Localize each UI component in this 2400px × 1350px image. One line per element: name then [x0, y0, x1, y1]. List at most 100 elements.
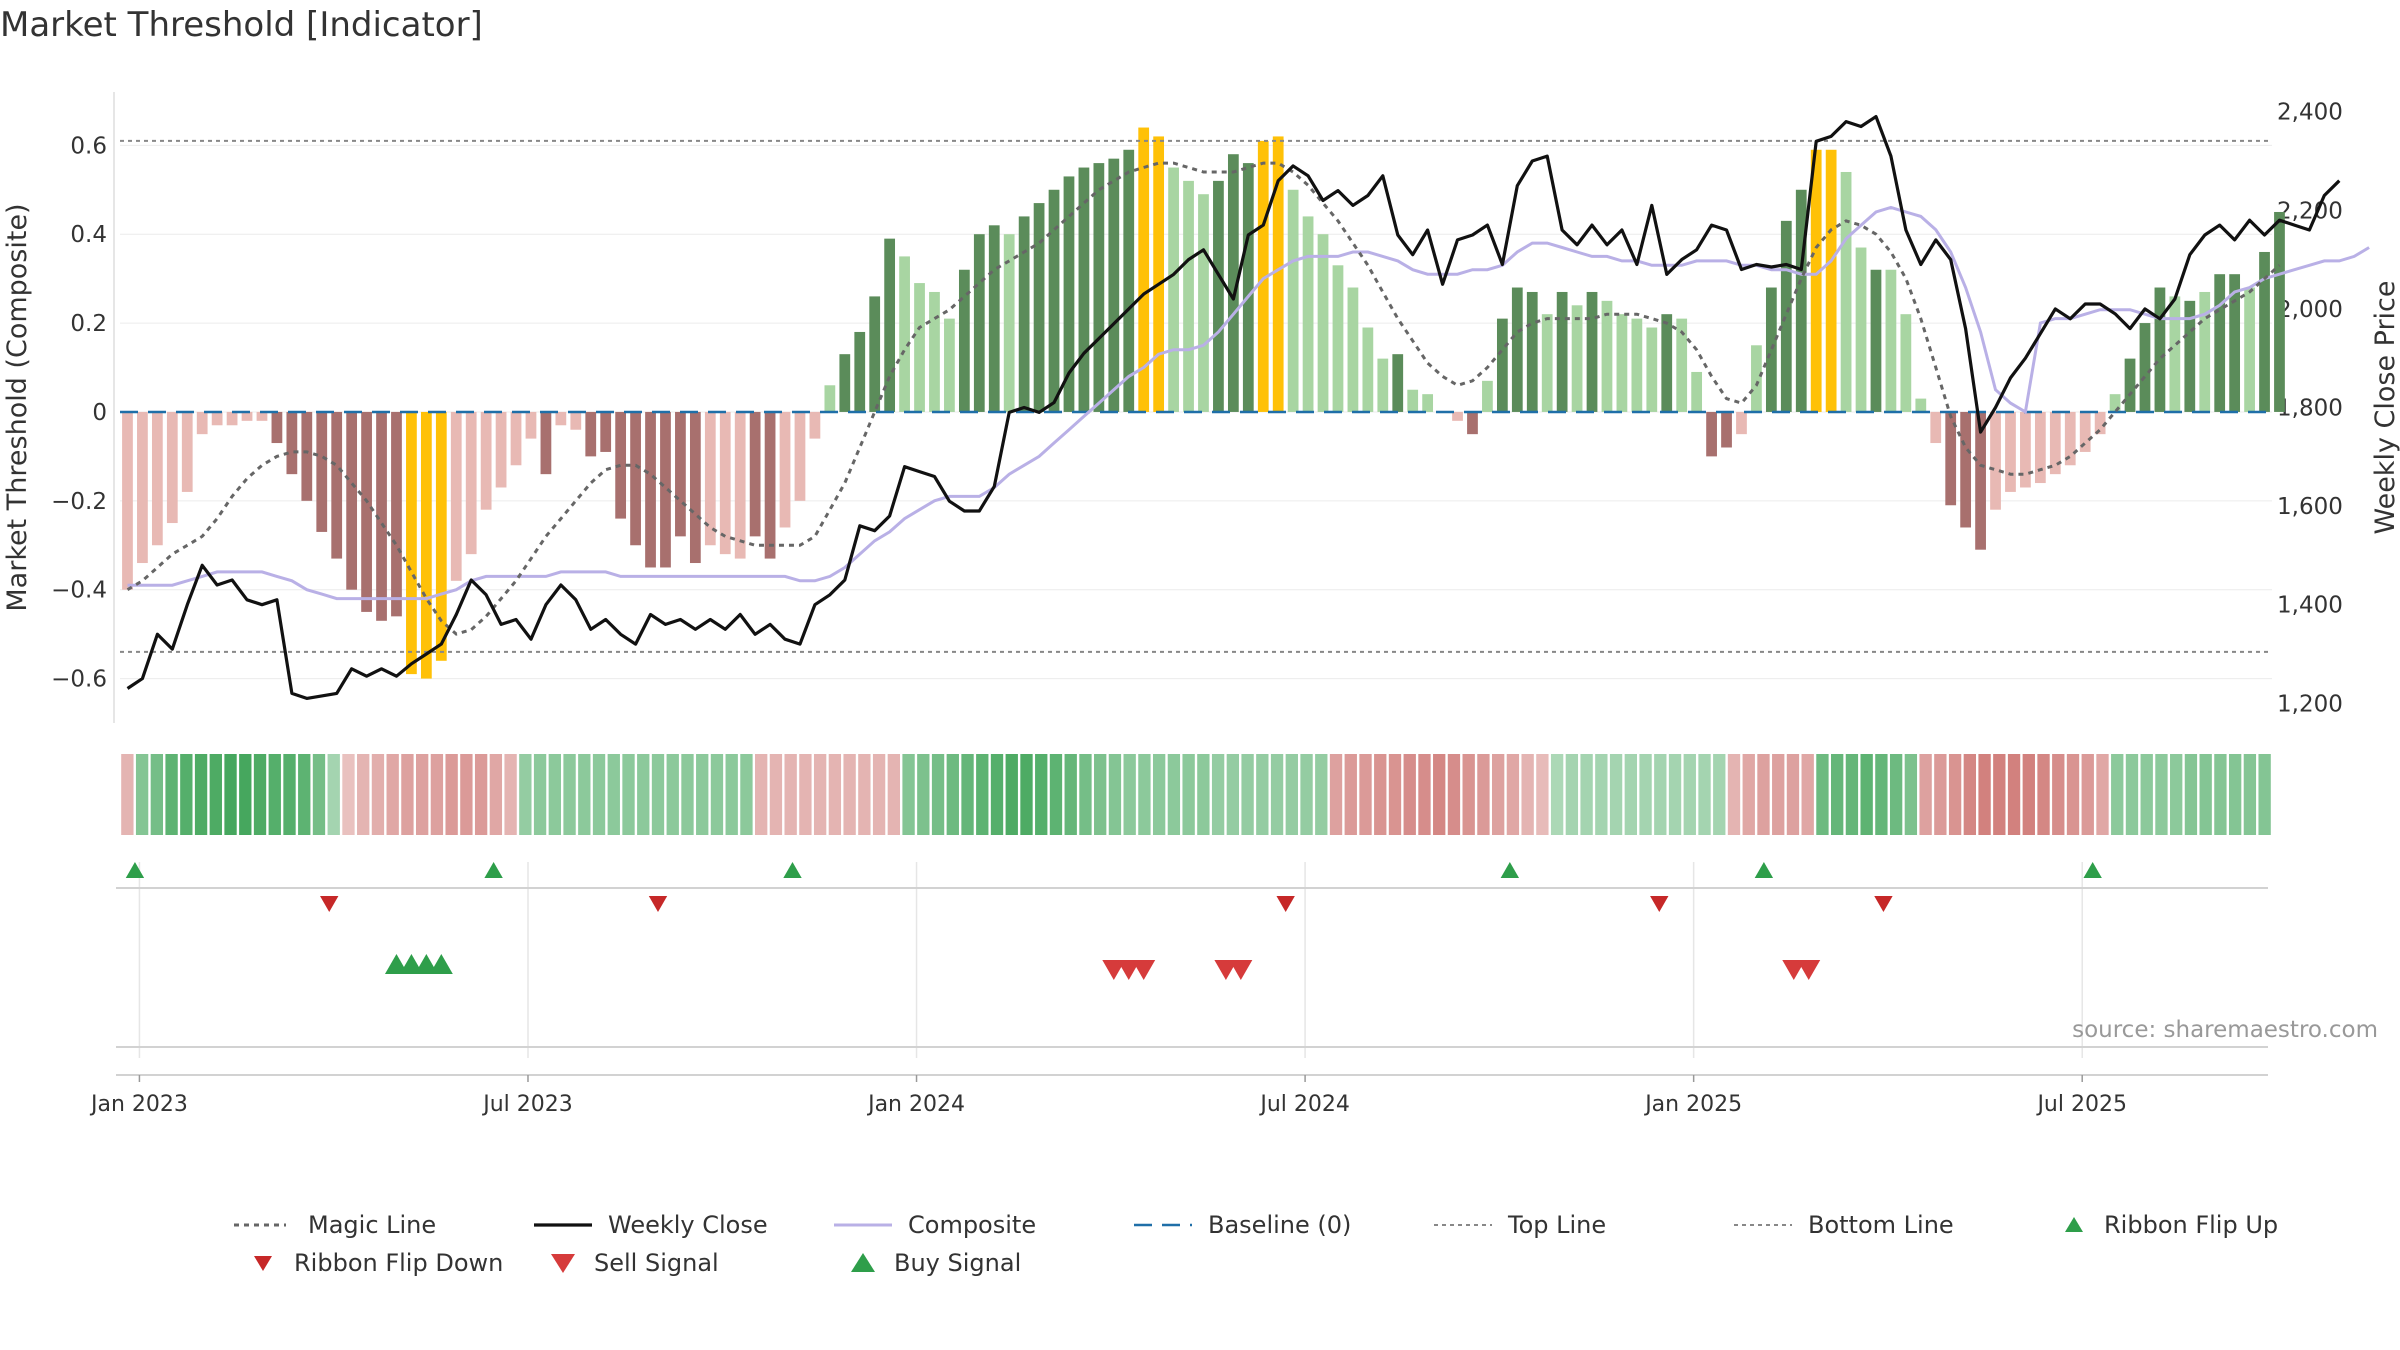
- composite-bar: [734, 411, 746, 559]
- composite-bar: [869, 296, 881, 412]
- x-tick-label: Jan 2023: [89, 1092, 188, 1117]
- composite-bar: [1033, 203, 1045, 412]
- composite-bar: [929, 291, 940, 412]
- ribbon-cell: [2170, 754, 2183, 835]
- ribbon-cell: [725, 754, 738, 835]
- buy-signal-marker: [399, 954, 423, 974]
- ribbon-cell: [283, 754, 296, 835]
- ribbon-cell: [931, 754, 945, 835]
- composite-bar: [1780, 220, 1792, 412]
- composite-bar: [1048, 189, 1060, 412]
- ribbon-cell: [813, 754, 827, 835]
- y-axis-title-right: Weekly Close Price: [2370, 280, 2400, 534]
- composite-bar: [2244, 287, 2255, 412]
- composite-bar: [615, 411, 627, 519]
- composite-bar: [2274, 211, 2285, 412]
- chart-legend: Magic Line Weekly Close Composite Baseline …: [234, 1211, 2278, 1277]
- ribbon-cell: [1654, 754, 1667, 835]
- composite-bar: [1661, 314, 1673, 412]
- composite-bar: [241, 411, 253, 421]
- ribbon-cell: [1374, 754, 1387, 835]
- composite-bar: [435, 411, 447, 661]
- composite-bar: [1018, 216, 1030, 412]
- ribbon-cell: [1816, 754, 1829, 835]
- ribbon-cell: [401, 754, 414, 835]
- ribbon-cell: [239, 754, 252, 835]
- ribbon-cell: [592, 754, 606, 835]
- ribbon-flip-up-marker: [125, 862, 145, 878]
- composite-bar: [630, 411, 641, 546]
- y-tick-label-right: 1,800: [2277, 396, 2343, 422]
- ribbon-cell: [1433, 754, 1446, 835]
- legend-label: Bottom Line: [1808, 1211, 1954, 1239]
- composite-bar: [1736, 411, 1747, 435]
- ribbon-cell: [165, 754, 178, 835]
- composite-bar: [391, 411, 402, 617]
- ribbon-cell: [1035, 754, 1048, 835]
- ribbon-cell: [504, 754, 517, 835]
- legend-label: Composite: [908, 1211, 1036, 1239]
- ribbon-cell: [327, 754, 340, 835]
- ribbon-cell: [607, 754, 620, 835]
- composite-bar: [1900, 314, 1912, 412]
- ribbon-strip: [121, 754, 2271, 835]
- ribbon-cell: [1477, 754, 1490, 835]
- ribbon-cell: [622, 754, 635, 835]
- ribbon-flip-down-marker: [1650, 896, 1669, 912]
- ribbon-cell: [135, 754, 149, 835]
- composite-bar: [1452, 411, 1463, 421]
- ribbon-cell: [1182, 754, 1195, 835]
- ribbon-flip-down-marker: [320, 896, 339, 912]
- x-tick-label: Jul 2023: [481, 1092, 573, 1117]
- legend-item: Bottom Line: [1734, 1211, 1954, 1239]
- composite-bar: [1347, 287, 1359, 412]
- ribbon-cell: [2022, 754, 2035, 835]
- legend-item: Weekly Close: [534, 1211, 768, 1239]
- composite-bar: [2034, 411, 2046, 484]
- ribbon-cell: [1108, 754, 1122, 835]
- y-tick-label-right: 2,400: [2277, 100, 2343, 126]
- legend-label: Ribbon Flip Down: [294, 1249, 503, 1277]
- composite-bar: [1496, 318, 1508, 412]
- ribbon-cell: [253, 754, 267, 835]
- composite-bar: [585, 411, 597, 457]
- composite-bar: [1721, 411, 1732, 448]
- composite-bar: [1676, 318, 1688, 412]
- ribbon-cell: [740, 754, 753, 835]
- ribbon-cell: [946, 754, 959, 835]
- composite-bar: [1168, 167, 1179, 412]
- signal-panel: [116, 862, 2268, 1076]
- legend-item: Top Line: [1434, 1211, 1606, 1239]
- composite-bar: [406, 411, 417, 675]
- ribbon-cell: [2037, 754, 2050, 835]
- ribbon-cell: [1256, 754, 1269, 835]
- y-tick-label-left: 0.2: [70, 311, 107, 337]
- composite-bar: [1138, 127, 1150, 412]
- ribbon-cell: [858, 754, 871, 835]
- ribbon-cell: [666, 754, 679, 835]
- ribbon-cell: [1094, 754, 1107, 835]
- ribbon-cell: [1152, 754, 1166, 835]
- composite-bar: [2124, 358, 2136, 412]
- legend-item: Ribbon Flip Up: [2065, 1211, 2278, 1239]
- composite-bar: [764, 411, 776, 559]
- ribbon-cell: [1418, 754, 1431, 835]
- composite-bar: [1541, 314, 1553, 412]
- composite-bar: [122, 411, 133, 590]
- ribbon-cell: [121, 754, 134, 835]
- ribbon-cell: [180, 754, 193, 835]
- ribbon-cell: [298, 754, 311, 835]
- composite-bar: [1332, 265, 1344, 412]
- ribbon-cell: [872, 754, 886, 835]
- ribbon-cell: [990, 754, 1004, 835]
- ribbon-cell: [312, 754, 326, 835]
- ribbon-cell: [637, 754, 650, 835]
- ribbon-cell: [2228, 754, 2242, 835]
- ribbon-cell: [1079, 754, 1092, 835]
- ribbon-cell: [1993, 754, 2006, 835]
- ribbon-cell: [2199, 754, 2212, 835]
- ribbon-cell: [755, 754, 768, 835]
- ribbon-cell: [548, 754, 561, 835]
- composite-bar: [1183, 180, 1194, 412]
- composite-bar: [1975, 411, 1986, 550]
